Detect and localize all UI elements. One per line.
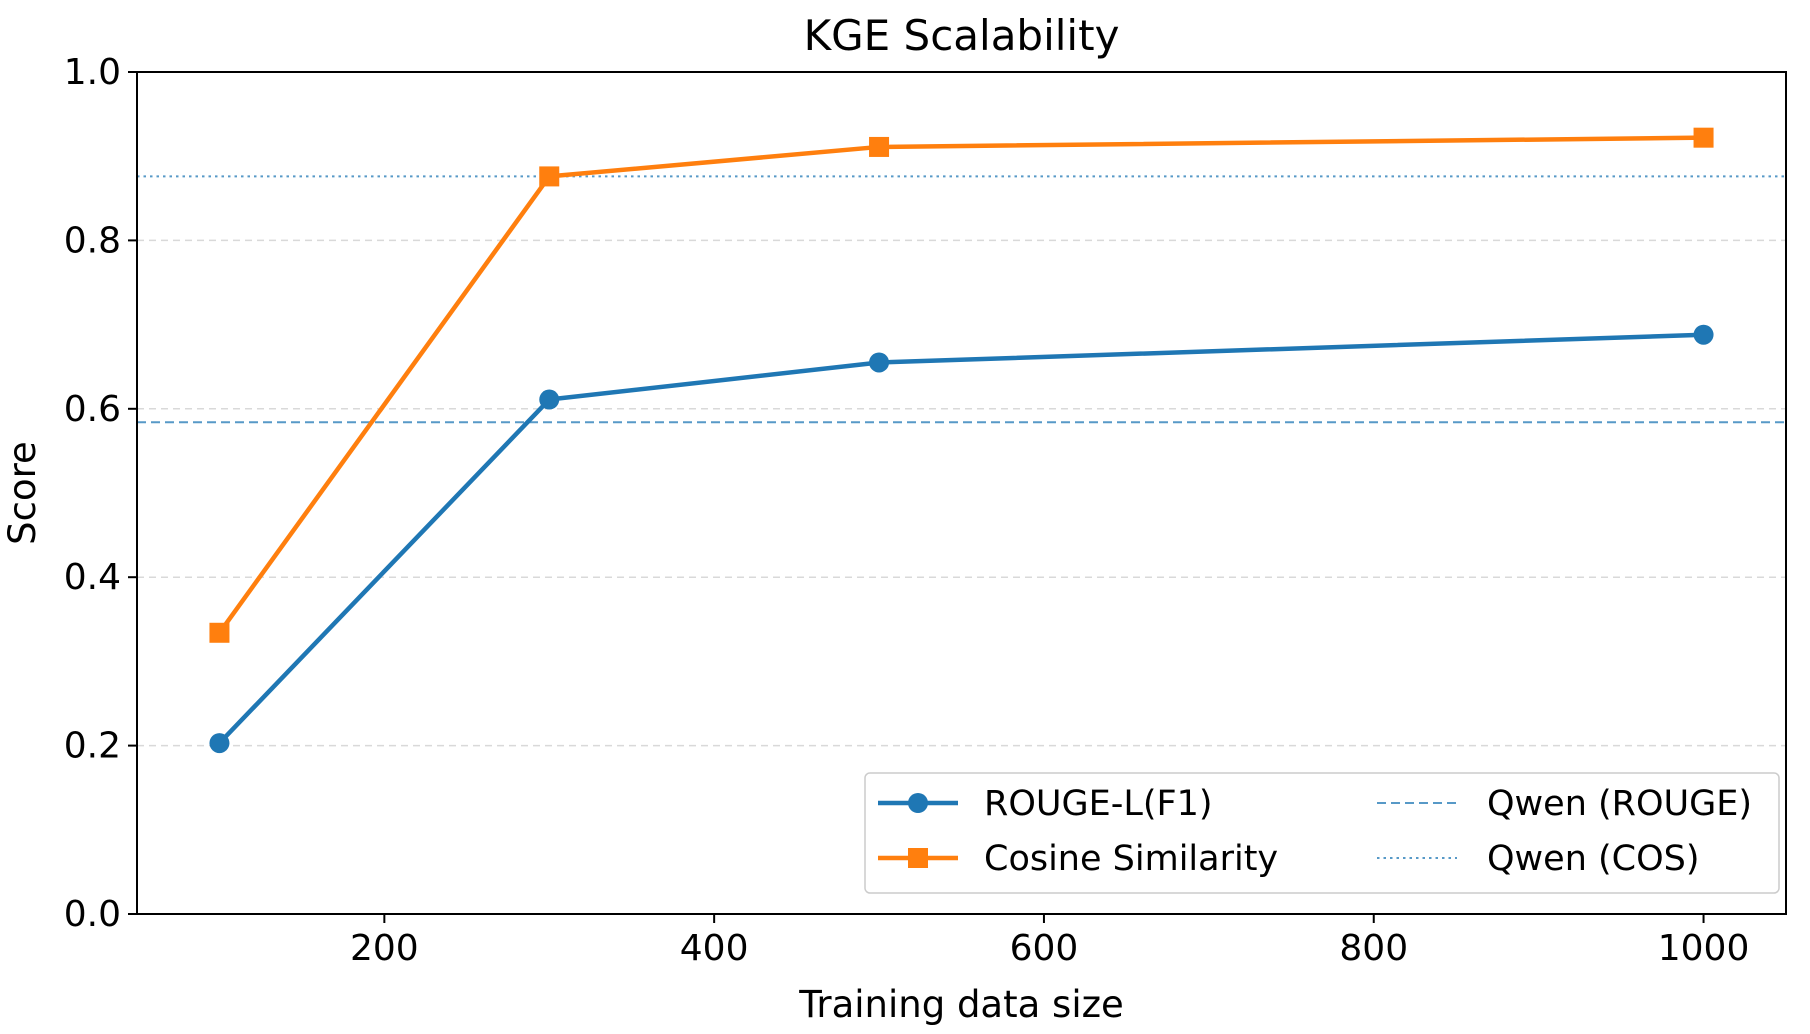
x-axis-label: Training data size <box>798 983 1124 1026</box>
x-tick-label: 200 <box>350 928 419 969</box>
y-tick-label: 0.0 <box>64 894 121 935</box>
data-point <box>539 389 560 410</box>
y-axis-label: Score <box>1 441 44 545</box>
legend-box <box>864 772 1780 894</box>
data-point <box>209 733 230 754</box>
x-tick-label: 1000 <box>1658 928 1750 969</box>
ticks-layer: 200 400 600 800 1000 0.0 0.2 0.4 0.6 0.8 1.0 <box>64 52 1750 969</box>
plot-frame <box>136 71 1787 915</box>
x-tick-label: 800 <box>1339 928 1408 969</box>
x-tick-label: 400 <box>680 928 749 969</box>
data-point <box>1693 127 1714 148</box>
legend-marker <box>908 793 928 813</box>
chart-title: KGE Scalability <box>804 11 1120 60</box>
series-line <box>217 332 1704 745</box>
reference-lines <box>137 175 1786 424</box>
data-point <box>209 622 230 643</box>
legend: ROUGE-L(F1) Cosine Similarity Qwen (ROUGE)… <box>864 772 1780 894</box>
y-tick-label: 0.8 <box>64 220 121 261</box>
series-layer <box>209 127 1714 754</box>
series-line <box>217 135 1704 635</box>
data-point <box>1693 324 1714 345</box>
legend-marker <box>908 848 928 868</box>
data-point <box>869 136 890 157</box>
y-tick-label: 0.6 <box>64 389 121 430</box>
legend-label: Qwen (ROUGE) <box>1487 784 1752 824</box>
y-tick-label: 1.0 <box>64 52 121 93</box>
y-tick-label: 0.2 <box>64 726 121 767</box>
data-point <box>539 166 560 187</box>
data-point <box>869 352 890 373</box>
y-tick-label: 0.4 <box>64 557 121 598</box>
legend-label: Cosine Similarity <box>984 839 1278 879</box>
x-tick-label: 600 <box>1010 928 1079 969</box>
grid-layer <box>137 239 1786 747</box>
legend-label: Qwen (COS) <box>1487 839 1700 879</box>
legend-label: ROUGE-L(F1) <box>984 784 1213 824</box>
